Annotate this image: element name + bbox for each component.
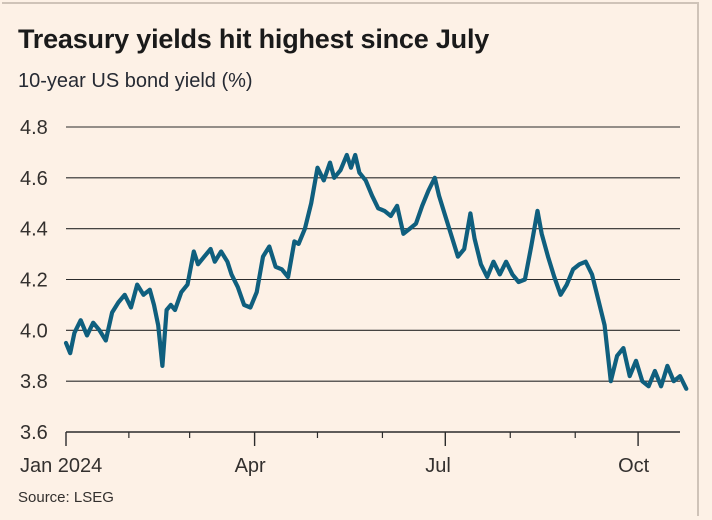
- x-tick-label: Apr: [235, 455, 266, 477]
- y-tick-label: 3.6: [20, 422, 48, 444]
- y-tick-label: 4.0: [20, 320, 48, 342]
- y-tick-label: 4.4: [20, 219, 48, 241]
- y-tick-label: 4.8: [20, 117, 48, 139]
- series-line: [63, 152, 689, 391]
- x-tick-label: Oct: [618, 455, 650, 477]
- y-tick-label: 3.8: [20, 371, 48, 393]
- y-axis-tick-labels: 3.6 3.8 4.0 4.2 4.4 4.6 4.8: [20, 117, 48, 444]
- x-axis-tick-labels: Jan 2024 Apr Jul Oct: [20, 455, 650, 477]
- x-tick-label: Jul: [425, 455, 451, 477]
- chart-frame: [2, 2, 699, 516]
- chart-subtitle: 10-year US bond yield (%): [18, 70, 253, 92]
- chart-title: Treasury yields hit highest since July: [18, 24, 490, 54]
- x-tick-label: Jan 2024: [20, 455, 102, 477]
- x-axis: [65, 432, 639, 446]
- y-tick-label: 4.6: [20, 168, 48, 190]
- source-note: Source: LSEG: [18, 489, 114, 506]
- y-tick-label: 4.2: [20, 270, 48, 292]
- series-group: [63, 152, 689, 391]
- y-gridlines: [66, 126, 680, 433]
